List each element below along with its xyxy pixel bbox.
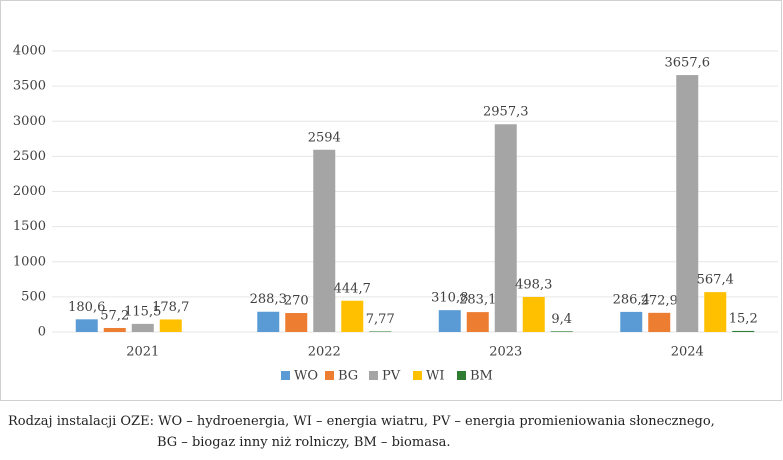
bar bbox=[522, 296, 545, 332]
bar bbox=[257, 311, 280, 332]
y-tick-label: 3000 bbox=[13, 114, 46, 129]
x-tick-label: 2023 bbox=[489, 345, 522, 360]
legend-swatch bbox=[413, 371, 422, 380]
chart: 0 500 1000 1500 2000 2500 3000 3500 4000 2021 180,… bbox=[0, 0, 782, 401]
bar bbox=[285, 313, 308, 332]
bar bbox=[313, 149, 336, 332]
data-label: 498,3 bbox=[515, 277, 552, 292]
bar bbox=[75, 319, 98, 332]
bar bbox=[648, 312, 671, 332]
bar bbox=[341, 300, 364, 332]
data-label: 2957,3 bbox=[483, 105, 529, 120]
data-label: 288,3 bbox=[250, 292, 287, 307]
data-label: 7,77 bbox=[366, 312, 395, 327]
y-tick-label: 3500 bbox=[13, 79, 46, 94]
caption: Rodzaj instalacji OZE: WO – hydroenergia… bbox=[8, 414, 715, 429]
y-tick-label: 0 bbox=[38, 325, 46, 340]
y-tick-label: 1500 bbox=[13, 219, 46, 234]
data-label: 272,9 bbox=[641, 293, 678, 308]
bar bbox=[550, 331, 573, 332]
bar bbox=[103, 327, 126, 332]
legend-swatch bbox=[281, 371, 290, 380]
legend-swatch bbox=[457, 371, 466, 380]
x-tick-label: 2022 bbox=[308, 345, 341, 360]
x-tick-label: 2021 bbox=[126, 345, 159, 360]
bar bbox=[438, 310, 461, 332]
data-label: 57,2 bbox=[100, 308, 129, 323]
legend-label: WO bbox=[294, 369, 318, 384]
legend-label: BG bbox=[338, 369, 358, 384]
legend-label: WI bbox=[426, 369, 445, 384]
y-tick-label: 1000 bbox=[13, 254, 46, 269]
data-label: 115,5 bbox=[124, 304, 161, 319]
chart-frame bbox=[0, 0, 782, 401]
data-label: 178,7 bbox=[152, 300, 189, 315]
data-label: 15,2 bbox=[729, 311, 758, 326]
x-tick-label: 2024 bbox=[671, 345, 704, 360]
bar bbox=[369, 331, 392, 332]
y-tick-label: 2000 bbox=[13, 184, 46, 199]
y-tick-label: 4000 bbox=[13, 44, 46, 59]
y-tick-label: 2500 bbox=[13, 149, 46, 164]
data-label: 180,6 bbox=[68, 300, 105, 315]
bar bbox=[131, 323, 154, 332]
bar bbox=[676, 75, 699, 333]
data-label: 270 bbox=[284, 294, 309, 309]
legend-swatch bbox=[369, 371, 378, 380]
legend-label: BM bbox=[470, 369, 493, 384]
bar bbox=[620, 311, 643, 332]
legend-label: PV bbox=[382, 369, 401, 384]
y-tick-label: 500 bbox=[21, 289, 46, 304]
bar bbox=[466, 312, 489, 332]
legend-swatch bbox=[325, 371, 334, 380]
bar bbox=[159, 319, 182, 332]
data-label: 3657,6 bbox=[665, 56, 711, 71]
data-label: 283,1 bbox=[459, 293, 496, 308]
data-label: 9,4 bbox=[551, 312, 572, 327]
data-label: 2594 bbox=[308, 130, 341, 145]
bar bbox=[704, 292, 727, 332]
bar bbox=[732, 330, 755, 332]
data-label: 310,8 bbox=[431, 291, 468, 306]
data-label: 444,7 bbox=[334, 281, 371, 296]
data-label: 567,4 bbox=[697, 273, 734, 288]
data-label: 286,4 bbox=[613, 292, 650, 307]
bar bbox=[494, 124, 517, 333]
caption: BG – biogaz inny niż rolniczy, BM – biom… bbox=[157, 435, 451, 450]
